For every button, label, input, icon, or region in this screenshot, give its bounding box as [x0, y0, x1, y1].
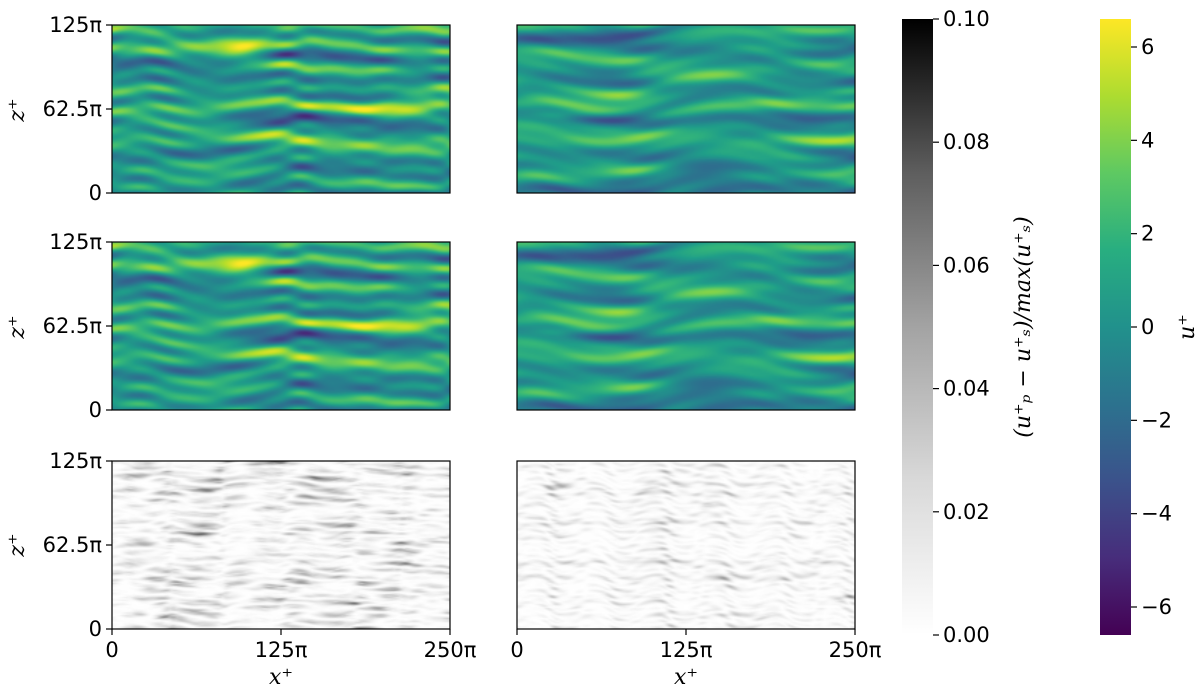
panel-frame	[516, 24, 856, 194]
colorbar-error: (u⁺ₚ − u⁺ₛ)/max(u⁺ₛ) 0.00 0.02 0.04 0.06 0.0…	[902, 7, 1036, 647]
heatmap-image	[517, 25, 855, 193]
colorbar-velocity: u⁺ −6 −4 −2 0 2 4 6	[1100, 19, 1200, 635]
z-tick-label: 0	[89, 181, 102, 205]
heatmap-image	[112, 25, 450, 193]
heatmap-image	[112, 461, 450, 629]
colorbar-tick-label: 0.04	[943, 377, 990, 401]
colorbar-velocity-label: u⁺	[1175, 314, 1200, 340]
panel-r1-c0	[111, 241, 451, 411]
x-tick-label: 125π	[660, 638, 713, 662]
colorbar-tick-label: −4	[1141, 502, 1172, 526]
panel-frame	[516, 241, 856, 411]
x-tick-label: 250π	[829, 638, 882, 662]
heatmap-image	[112, 242, 450, 410]
colorbar-tick-label: 0.00	[943, 623, 990, 647]
colorbar-error-label: (u⁺ₚ − u⁺ₛ)/max(u⁺ₛ)	[1011, 216, 1036, 438]
heatmap-image	[517, 242, 855, 410]
xlabel-col1: x⁺	[674, 665, 698, 690]
x-tick-label: 0	[510, 638, 523, 662]
panel-r0-c0	[111, 24, 451, 194]
colorbar-velocity-gradient	[1100, 19, 1131, 635]
colorbar-tick-label: 0.10	[943, 7, 990, 31]
x-tick-label: 125π	[255, 638, 308, 662]
zlabel-row0: z⁺	[5, 98, 30, 122]
z-tick-label: 0	[89, 398, 102, 422]
colorbar-tick-label: 0.08	[943, 130, 990, 154]
colorbar-tick-label: 0.06	[943, 253, 990, 277]
heatmap-image	[517, 461, 855, 629]
panel-r0-c1	[516, 24, 856, 194]
colorbar-tick-label: 2	[1141, 222, 1154, 246]
zlabel-row1: z⁺	[5, 315, 30, 339]
panel-r2-c1	[516, 460, 856, 630]
colorbar-tick-label: −6	[1141, 595, 1172, 619]
colorbar-tick-label: 0.02	[943, 500, 990, 524]
xlabel-col0: x⁺	[269, 665, 293, 690]
z-tick-label: 125π	[49, 13, 102, 37]
zlabel-row2: z⁺	[5, 533, 30, 557]
x-tick-label: 250π	[424, 638, 477, 662]
panel-r2-c0	[111, 460, 451, 630]
colorbar-tick-label: 6	[1141, 35, 1154, 59]
colorbar-tick-label: −2	[1141, 408, 1172, 432]
x-tick-label: 0	[105, 638, 118, 662]
colorbar-tick-label: 0	[1141, 315, 1154, 339]
panel-r1-c1	[516, 241, 856, 411]
z-tick-label: 62.5π	[43, 314, 103, 338]
z-tick-label: 62.5π	[43, 533, 103, 557]
z-tick-label: 125π	[49, 449, 102, 473]
z-tick-label: 125π	[49, 230, 102, 254]
colorbar-tick-label: 4	[1141, 128, 1154, 152]
z-tick-label: 0	[89, 617, 102, 641]
z-tick-label: 62.5π	[43, 97, 103, 121]
colorbar-error-gradient	[902, 19, 933, 635]
